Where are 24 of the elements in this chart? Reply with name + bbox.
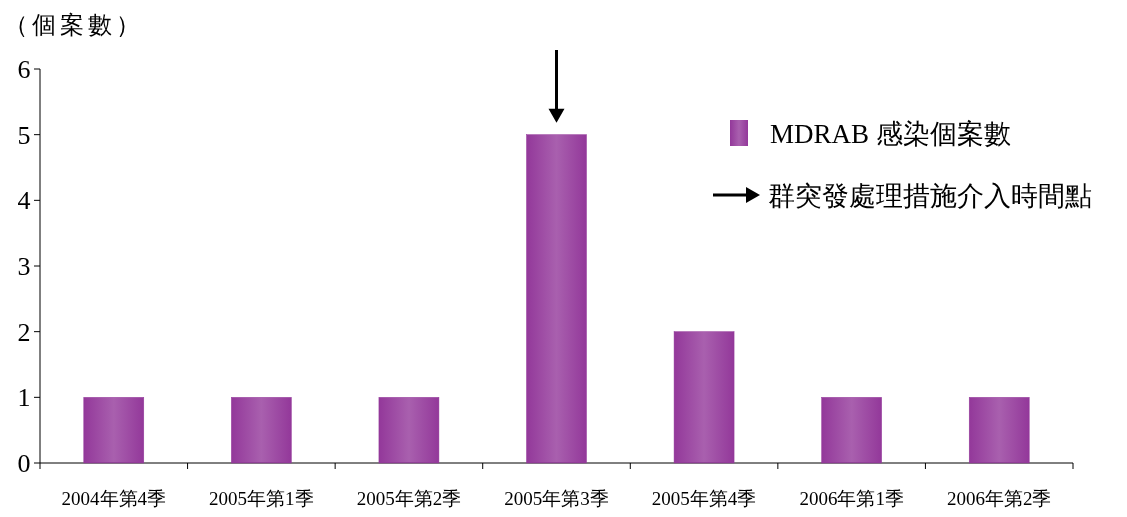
y-tick-label: 6: [17, 55, 31, 84]
legend: MDRAB 感染個案數: [730, 119, 1011, 149]
x-tick-label: 2004年第4季: [61, 488, 167, 509]
arrow-legend: 群突發處理措施介入時間點: [713, 181, 1092, 211]
x-tick-label: 2005年第1季: [209, 488, 314, 509]
bar: [231, 397, 292, 464]
bar: [378, 397, 440, 464]
x-tick-label: 2005年第3季: [504, 488, 609, 509]
x-tick-label: 2006年第2季: [946, 488, 1052, 509]
bar: [83, 397, 145, 464]
y-tick-label: 2: [17, 317, 31, 347]
bar: [968, 397, 1030, 464]
y-tick-label: 0: [17, 449, 31, 478]
x-tick-label: 2005年第2季: [356, 488, 462, 509]
y-tick-label: 1: [17, 383, 31, 413]
y-tick-label: 3: [17, 252, 31, 281]
y-tick-label: 4: [17, 186, 31, 216]
bar: [526, 134, 587, 464]
x-tick-label: 2006年第1季: [799, 488, 904, 509]
bar: [673, 331, 735, 464]
y-axis-title: （個案數）: [4, 12, 144, 38]
bar: [821, 397, 882, 464]
y-tick-label: 5: [17, 120, 31, 150]
x-tick-label: 2005年第4季: [651, 488, 757, 509]
